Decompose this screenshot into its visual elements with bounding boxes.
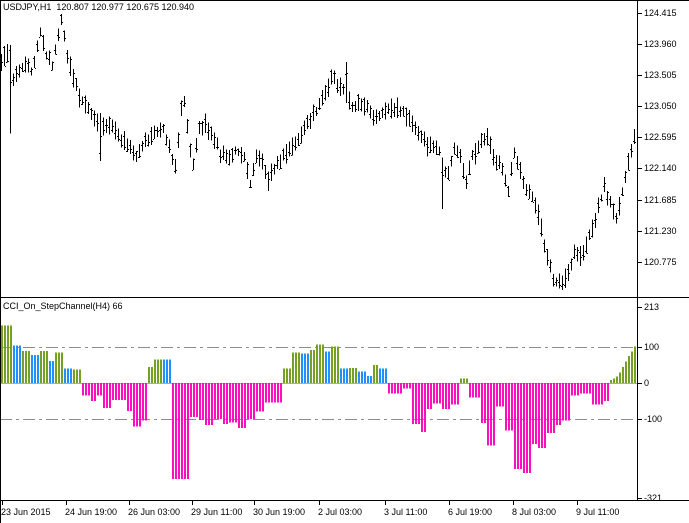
price-scale-label: 123.050 [644,101,677,111]
time-scale-label: 8 Jul 03:00 [512,507,557,517]
price-series [0,13,636,291]
time-scale-label: 26 Jun 03:00 [128,507,181,517]
time-scale-label: 3 Jul 11:00 [384,507,428,517]
time-scale-label: 2 Jul 03:00 [318,507,363,517]
price-scale-label: 122.595 [644,132,677,142]
time-scale-label: 30 Jun 19:00 [253,507,306,517]
time-scale-label: 29 Jun 11:00 [191,507,243,517]
scale-ticks [2,13,642,505]
price-scale-label: 122.140 [644,163,677,173]
price-scale-label: 120.775 [644,257,677,267]
price-pane-title: USDJPY,H1 120.807 120.977 120.675 120.94… [3,2,194,12]
time-scale-label: 24 Jun 19:00 [65,507,118,517]
price-scale-label: 121.230 [644,226,677,236]
indicator-scale-label: -100 [644,414,663,424]
price-scale-label: 121.685 [644,195,677,205]
price-scale-label: 124.415 [644,8,677,18]
indicator-scale-label: 213 [644,302,660,312]
time-scale-label: 23 Jun 2015 [1,507,51,517]
time-scale-label: 9 Jul 11:00 [576,507,620,517]
price-scale-label: 123.960 [644,39,677,49]
cci-histogram [1,325,636,479]
indicator-scale-label: 100 [644,342,660,352]
time-scale-label: 6 Jul 19:00 [448,507,493,517]
indicator-scale-label: -321 [644,493,663,503]
indicator-scale-label: 0 [644,378,650,388]
price-scale-label: 123.505 [644,70,677,80]
indicator-pane-title: CCI_On_StepChannel(H4) 66 [3,301,123,311]
